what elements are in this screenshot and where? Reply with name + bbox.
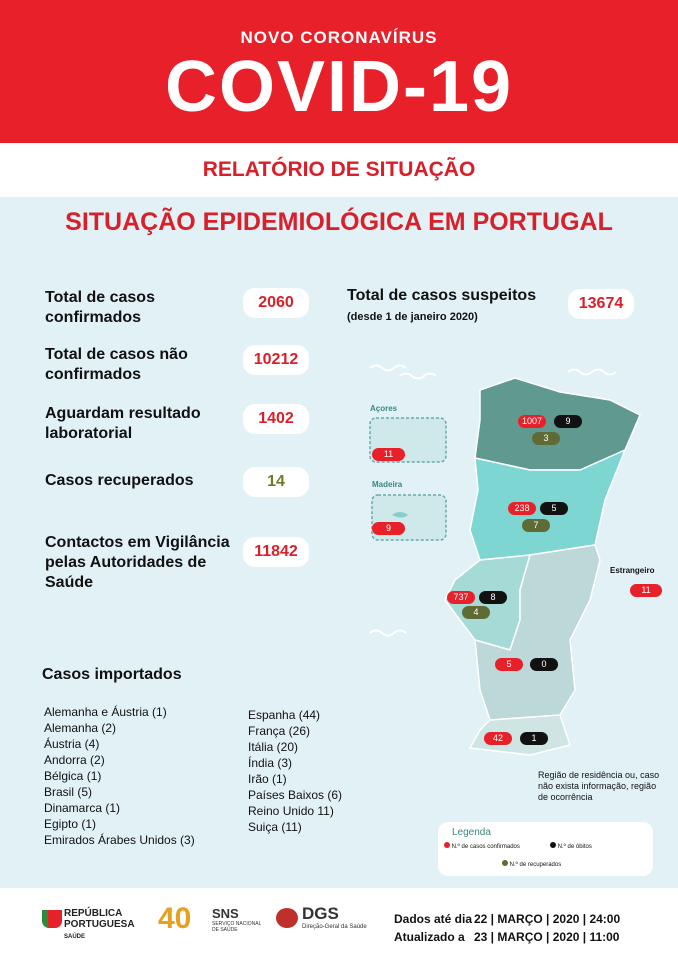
stat-label: Contactos em Vigilância pelas Autoridade…: [45, 534, 230, 591]
badge-deaths: 9: [554, 415, 582, 428]
stat-value: 2060: [243, 288, 309, 318]
imported-column: Alemanha e Áustria (1) Alemanha (2) Áustri…: [44, 704, 195, 848]
legend-text: N.º de recuperados: [509, 862, 562, 868]
imported-item: Alemanha e Áustria (1): [44, 705, 167, 719]
stat-value: 1402: [243, 404, 309, 434]
legend-title: Legenda: [452, 827, 491, 838]
suspect-value: 13674: [568, 289, 634, 319]
badge-confirmed: 42: [484, 732, 512, 745]
imported-item: Suiça (11): [248, 820, 302, 834]
legend-item: N.º de recuperados: [502, 860, 561, 868]
badge-recovered: 7: [522, 519, 550, 532]
legend-text: N.º de óbitos: [557, 844, 592, 850]
subtitle: RELATÓRIO DE SITUAÇÃO: [0, 143, 678, 197]
imported-item: Índia (3): [248, 756, 293, 770]
logo-text: DGS: [302, 904, 339, 923]
imported-item: Países Baixos (6): [248, 788, 343, 802]
imported-column: Espanha (44) França (26) Itália (20) Índia …: [248, 707, 342, 835]
imported-item: Alemanha (2): [44, 721, 117, 735]
suspect-note: (desde 1 de janeiro 2020): [347, 311, 478, 323]
logo-text: Direção-Geral da Saúde: [302, 924, 367, 930]
logo-text: SAÚDE: [64, 934, 86, 940]
badge-confirmed: 238: [508, 502, 536, 515]
badge-recovered: 3: [532, 432, 560, 445]
regions: [369, 377, 641, 756]
imported-item: Áustria (4): [44, 737, 100, 751]
logo-text: REPÚBLICA PORTUGUESA: [64, 908, 135, 930]
badge-deaths: 0: [530, 658, 558, 671]
imported-item: Bélgica (1): [44, 769, 102, 783]
imported-item: Andorra (2): [44, 753, 105, 767]
date-value: 23 | MARÇO | 2020 | 11:00: [474, 930, 620, 944]
badge-recovered: 4: [462, 606, 490, 619]
stat-value: 14: [243, 467, 309, 497]
madeira-label: Madeira: [372, 480, 403, 489]
badge-confirmed: 1007: [518, 415, 546, 428]
badge-deaths: 1: [520, 732, 548, 745]
badge-confirmed: 9: [372, 522, 405, 535]
date-label: Atualizado a: [394, 930, 465, 944]
legend-item: N.º de óbitos: [550, 842, 592, 850]
badge-confirmed: 11: [630, 584, 662, 597]
footer: REPÚBLICA PORTUGUESA SAÚDE 40 SNS SERVIÇ…: [0, 888, 678, 960]
map-note: Região de residência ou, caso não exista…: [538, 770, 660, 802]
kicker: NOVO CORONAVÍRUS: [240, 28, 438, 47]
flag-icon: [42, 910, 62, 928]
stat-label: Total de casos confirmados: [45, 289, 155, 326]
imported-item: França (26): [248, 724, 311, 738]
stat-label: Total de casos não confirmados: [45, 346, 188, 383]
date-label: Dados até dia: [394, 912, 473, 926]
suspect-label: Total de casos suspeitos (desde 1 de jan…: [347, 286, 547, 327]
date-value: 22 | MARÇO | 2020 | 24:00: [474, 912, 621, 926]
legend: Legenda N.º de casos confirmados N.º de …: [438, 822, 653, 876]
logo-text: SERVIÇO NACIONAL DE SAÚDE: [212, 921, 262, 933]
waves: [369, 364, 617, 637]
imported-item: Itália (20): [248, 740, 299, 754]
dgs-icon: [276, 908, 298, 928]
imported-item: Brasil (5): [44, 785, 93, 799]
imported-title: Casos importados: [42, 666, 182, 683]
imported-item: Egipto (1): [44, 817, 97, 831]
imported-item: Espanha (44): [248, 708, 321, 722]
imported-item: Reino Unido 11): [248, 804, 334, 818]
azores-label: Açores: [370, 404, 398, 413]
badge-deaths: 8: [479, 591, 507, 604]
stat-label: Aguardam resultado laboratorial: [45, 405, 201, 442]
header: NOVO CORONAVÍRUS COVID-19: [0, 0, 678, 143]
stat-value: 11842: [243, 537, 309, 567]
badge-confirmed: 11: [372, 448, 405, 461]
stat-value: 10212: [243, 345, 309, 375]
title: COVID-19: [164, 47, 514, 127]
stat-label: Casos recuperados: [45, 472, 194, 489]
imported-item: Emirados Árabes Unidos (3): [44, 833, 195, 847]
imported-item: Dinamarca (1): [44, 801, 121, 815]
legend-item: N.º de casos confirmados: [444, 842, 520, 850]
badge-confirmed: 5: [495, 658, 523, 671]
badge-confirmed: 737: [447, 591, 475, 604]
section-title: SITUAÇÃO EPIDEMIOLÓGICA EM PORTUGAL: [65, 208, 613, 236]
imported-item: Irão (1): [248, 772, 287, 786]
logo-text: 40: [158, 902, 192, 935]
abroad-label: Estrangeiro: [610, 566, 655, 575]
legend-text: N.º de casos confirmados: [451, 844, 520, 850]
logo-text: SNS: [212, 906, 239, 921]
badge-deaths: 5: [540, 502, 568, 515]
suspect-text: Total de casos suspeitos: [347, 287, 537, 304]
